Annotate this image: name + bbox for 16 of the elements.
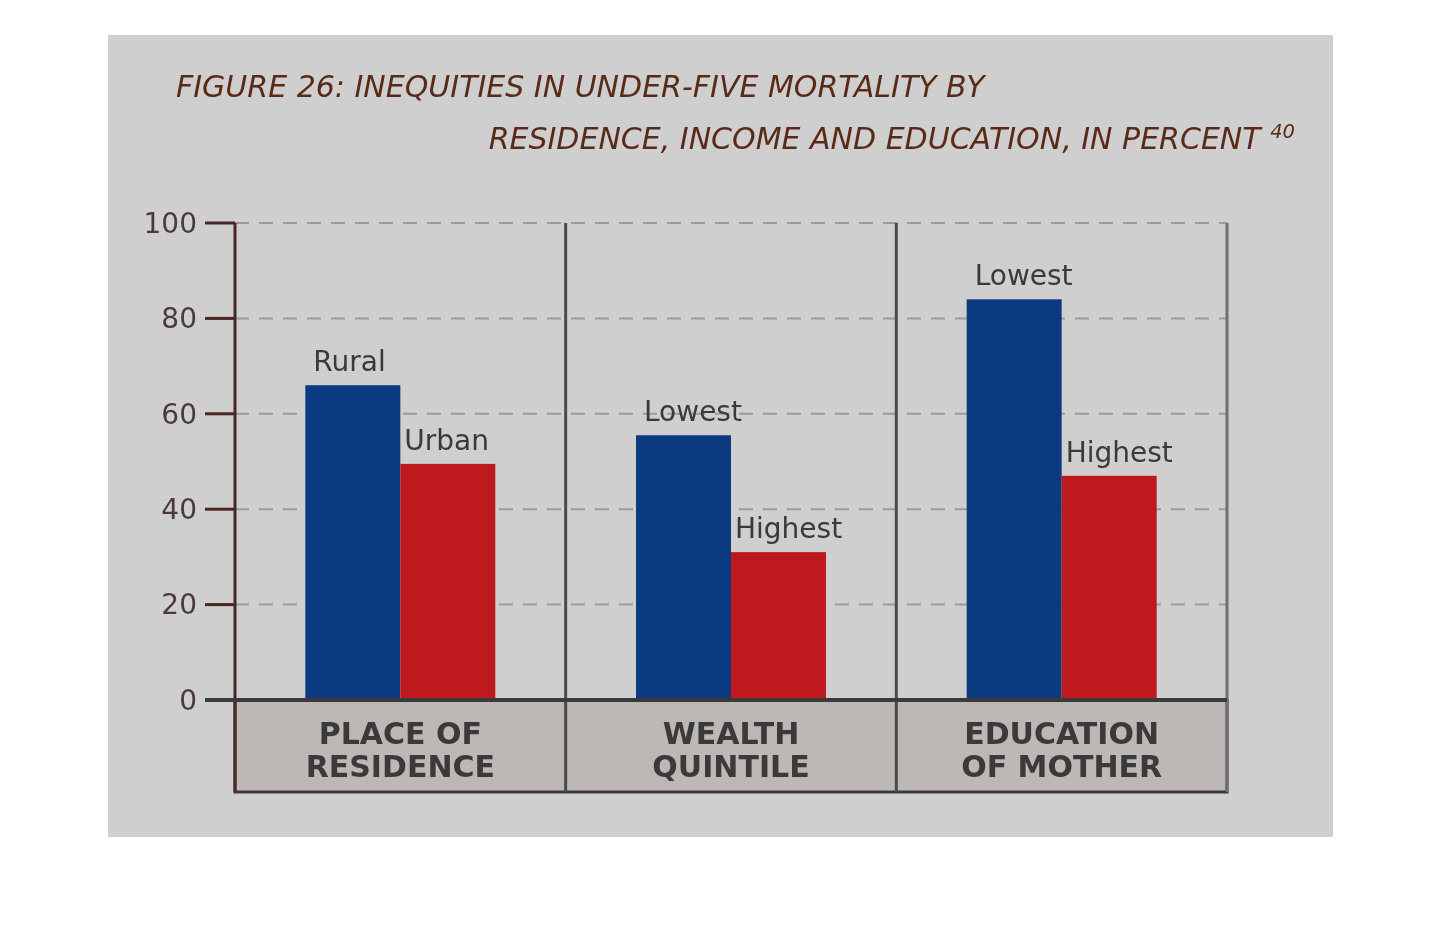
text: WEALTH QUINTILE	[652, 716, 810, 784]
text: EDUCATION OF MOTHER	[961, 716, 1163, 784]
y-tick-label: 20	[161, 588, 197, 622]
y-tick-label: 0	[179, 683, 197, 717]
x-tick-label: Lowest	[644, 395, 742, 429]
x-tick-label: Highest	[735, 512, 843, 546]
x-tick-label: Highest	[1065, 435, 1173, 469]
x-tick-label: Rural	[313, 345, 386, 379]
chart-title: FIGURE 26: INEQUITIES IN UNDER-FIVE MORTALITY BY RESIDENCE, INCOME AND EDUCATION, IN PERCENT $^{40}$	[176, 69, 1295, 156]
y-tick-label: 40	[161, 493, 197, 526]
x-tick-label: Urban	[404, 423, 490, 457]
y-tick-label: 60	[161, 397, 197, 431]
x-tick-label: Lowest	[974, 259, 1073, 293]
y-tick-label: 80	[161, 302, 197, 336]
text: PLACE OF RESIDENCE	[305, 716, 496, 784]
y-tick-label: 100	[143, 206, 197, 240]
